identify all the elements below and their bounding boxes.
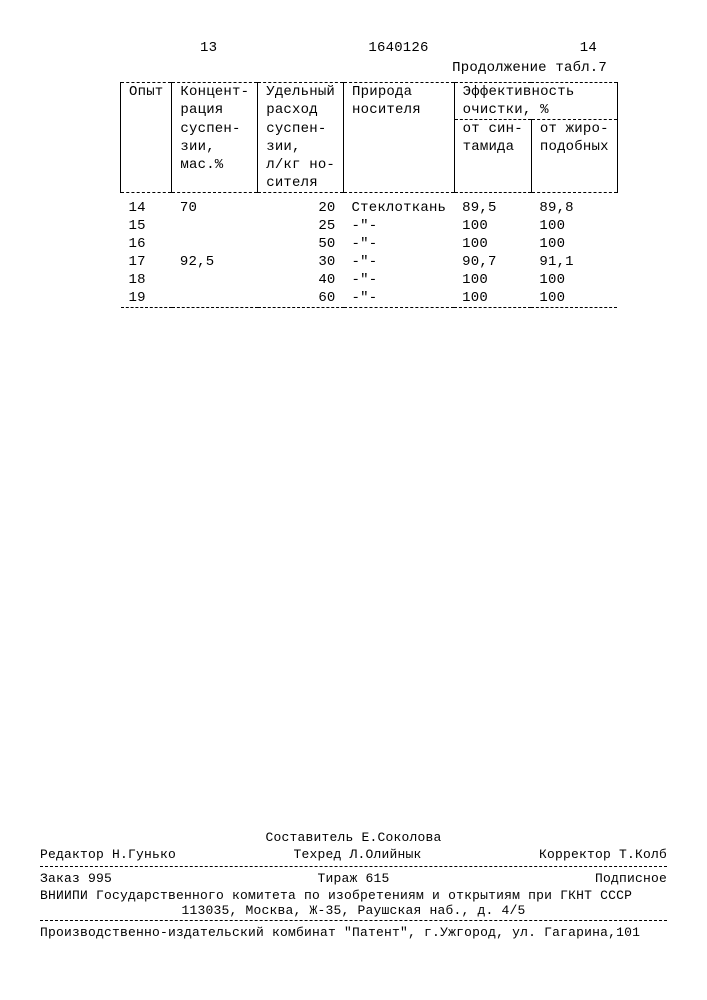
org-line1: ВНИИПИ Государственного комитета по изоб… (40, 888, 667, 903)
cell-carrier: Стеклоткань (344, 199, 455, 217)
doc-number: 1640126 (368, 40, 428, 56)
col-rate-l3: суспен- (258, 120, 344, 139)
order: Заказ 995 (40, 871, 112, 886)
tirazh: Тираж 615 (317, 871, 389, 886)
cell-eff-fat: 100 (531, 217, 617, 235)
cell-carrier: -"- (344, 253, 455, 271)
col-conc-l5: мас.% (172, 156, 258, 174)
col-rate-l6: сителя (258, 174, 344, 193)
cell-conc (172, 289, 258, 308)
cell-eff-fat: 100 (531, 271, 617, 289)
cell-conc: 70 (172, 199, 258, 217)
techred: Техред Л.Олийнык (293, 847, 421, 862)
cell-rate: 20 (258, 199, 344, 217)
col-rate-l4: зии, (258, 138, 344, 156)
table-row: 18 40 -"- 100 100 (121, 271, 618, 289)
col-conc: Концент- (172, 83, 258, 102)
col-eff-sin-l2: тамида (454, 138, 531, 156)
table-row: 19 60 -"- 100 100 (121, 289, 618, 308)
cell-eff-fat: 100 (531, 289, 617, 308)
col-rate: Удельный (258, 83, 344, 102)
cell-rate: 60 (258, 289, 344, 308)
prod-line: Производственно-издательский комбинат "П… (40, 925, 667, 940)
cell-rate: 25 (258, 217, 344, 235)
col-eff-fat-l2: подобных (531, 138, 617, 156)
page-right: 14 (580, 40, 597, 56)
cell-opyt: 15 (121, 217, 172, 235)
col-rate-l5: л/кг но- (258, 156, 344, 174)
col-carrier-l2: носителя (344, 101, 455, 120)
cell-eff-fat: 91,1 (531, 253, 617, 271)
footer: Составитель Е.Соколова Редактор Н.Гунько… (40, 830, 667, 940)
cell-carrier: -"- (344, 217, 455, 235)
col-carrier: Природа (344, 83, 455, 102)
corrector: Корректор Т.Колб (539, 847, 667, 862)
cell-opyt: 19 (121, 289, 172, 308)
cell-opyt: 14 (121, 199, 172, 217)
col-eff: Эффективность (454, 83, 617, 102)
cell-rate: 50 (258, 235, 344, 253)
col-opyt: Опыт (121, 83, 172, 102)
cell-eff-sin: 100 (454, 235, 531, 253)
cell-conc (172, 235, 258, 253)
cell-eff-sin: 90,7 (454, 253, 531, 271)
compiler: Составитель Е.Соколова (40, 830, 667, 845)
continuation-label: Продолжение табл.7 (40, 60, 607, 76)
cell-rate: 40 (258, 271, 344, 289)
data-table: Опыт Концент- Удельный Природа Эффективн… (120, 82, 618, 310)
cell-opyt: 17 (121, 253, 172, 271)
cell-rate: 30 (258, 253, 344, 271)
signed: Подписное (595, 871, 667, 886)
cell-conc (172, 217, 258, 235)
cell-eff-fat: 100 (531, 235, 617, 253)
cell-carrier: -"- (344, 235, 455, 253)
cell-eff-sin: 100 (454, 271, 531, 289)
col-eff-sin-l1: от син- (454, 120, 531, 139)
table-row: 14 70 20 Стеклоткань 89,5 89,8 (121, 199, 618, 217)
cell-eff-sin: 100 (454, 289, 531, 308)
cell-carrier: -"- (344, 271, 455, 289)
cell-eff-sin: 89,5 (454, 199, 531, 217)
col-eff-l2: очистки, % (454, 101, 617, 120)
col-rate-l2: расход (258, 101, 344, 120)
header-row: 13 1640126 14 (200, 40, 597, 56)
cell-carrier: -"- (344, 289, 455, 308)
page-left: 13 (200, 40, 217, 56)
col-conc-l3: суспен- (172, 120, 258, 139)
col-eff-fat-l1: от жиро- (531, 120, 617, 139)
col-conc-l4: зии, (172, 138, 258, 156)
cell-conc: 92,5 (172, 253, 258, 271)
page: 13 1640126 14 Продолжение табл.7 Опыт Ко… (0, 0, 707, 1000)
cell-eff-fat: 89,8 (531, 199, 617, 217)
table-row: 16 50 -"- 100 100 (121, 235, 618, 253)
cell-opyt: 16 (121, 235, 172, 253)
cell-conc (172, 271, 258, 289)
editor: Редактор Н.Гунько (40, 847, 176, 862)
org-line2: 113035, Москва, Ж-35, Раушская наб., д. … (40, 903, 667, 918)
cell-eff-sin: 100 (454, 217, 531, 235)
col-conc-l2: рация (172, 101, 258, 120)
table-row: 15 25 -"- 100 100 (121, 217, 618, 235)
cell-opyt: 18 (121, 271, 172, 289)
table-row: 17 92,5 30 -"- 90,7 91,1 (121, 253, 618, 271)
